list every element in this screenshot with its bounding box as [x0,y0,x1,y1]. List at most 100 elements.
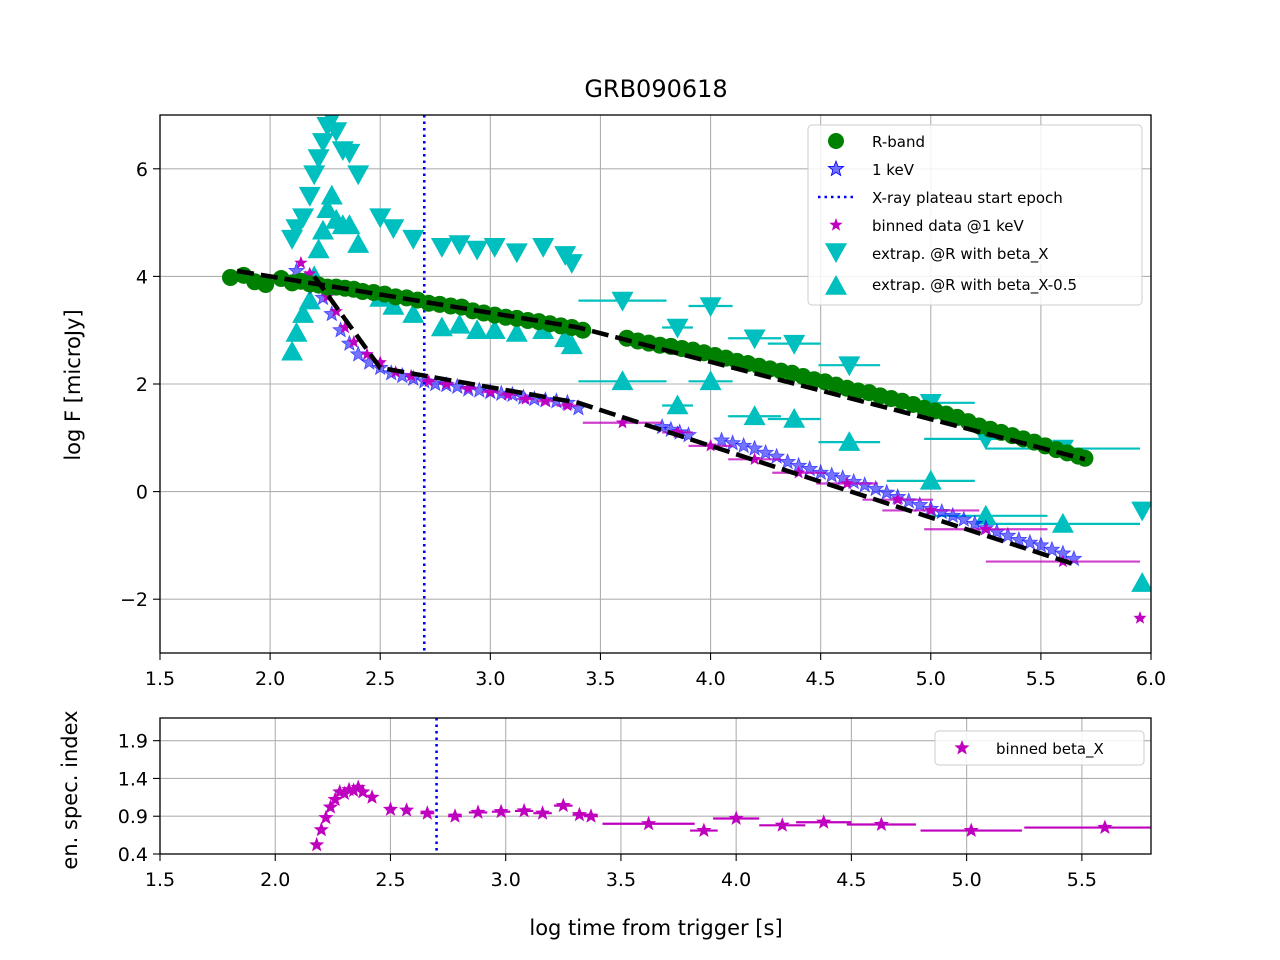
top-x-tick-label: 4.5 [806,668,836,690]
extrap-betax-point [307,149,330,169]
xray-1kev-point [1043,540,1061,558]
top-x-tick-label: 2.0 [255,668,285,690]
xray-1kev-point [944,506,962,524]
top-y-tick-label: 4 [136,266,148,288]
xray-1kev-point [756,443,775,461]
binned-betax-point [336,785,352,800]
extrap-betax-point [312,133,334,153]
binned-1kev-point [483,385,497,398]
binned-betax-point [641,815,657,831]
extrap-betax-point [560,254,583,274]
extrap-betax05-point [298,289,321,310]
extrap-betax-point [325,122,348,143]
top-x-tick-label: 5.0 [916,668,946,690]
legend-label-binned: binned data @1 keV [872,217,1024,235]
binned-betax-point [583,808,599,823]
binned-betax-point [382,801,399,816]
binned-1kev-point [439,377,453,390]
top-y-tick-label: 0 [136,482,148,504]
bottom-x-tick-label: 1.5 [145,869,175,891]
xray-1kev-point [723,434,742,451]
binned-1kev-point [347,335,361,348]
xray-1kev-point [878,483,896,501]
legend-label-plateau: X-ray plateau start epoch [872,189,1063,207]
extrap-betax-point [783,334,806,355]
extrap-betax05-point [838,431,861,451]
binned-1kev-point [747,452,762,465]
extrap-betax-point [338,143,361,164]
xray-1kev-point [911,495,929,513]
binned-betax-point [728,810,744,825]
bottom-x-tick-label: 4.0 [721,869,751,891]
binned-betax-point [346,782,362,797]
extrap-betax05-point [312,219,334,240]
xray-1kev-point [653,417,671,435]
extrap-betax-point [430,238,453,258]
fit-line-1 [236,268,1086,462]
extrap-betax-point [466,240,489,261]
xray-1kev-point [1032,536,1050,553]
extrap-betax05-point [320,184,343,205]
xray-1kev-point [1010,530,1028,548]
bottom-panel: 1.5 2.0 2.5 3.0 3.5 4.0 4.5 5.0 5.5 0.4 0.9 1.4 1.9 [118,717,1152,891]
xray-1kev-point [349,345,367,362]
xray-1kev-point [778,452,797,470]
binned-betax-point [419,805,435,820]
chart-title: GRB090618 [584,75,727,103]
binned-1kev-point [924,503,938,517]
legend-marker-binned [829,218,843,231]
binned-1kev-point [294,255,308,269]
bottom-y-axis-label: en. spec. index [58,710,82,869]
extrap-betax05-point [285,321,308,342]
binned-betax-point [313,821,329,837]
xray-1kev-point [966,514,984,532]
binned-betax-point [963,822,979,837]
binned-betax-point [350,779,366,794]
binned-1kev-point [422,374,436,387]
extrap-betax-point [382,219,405,239]
bottom-axes-frame [159,717,1152,855]
binned-1kev-point [538,394,552,407]
legend-label-extrap-betax: extrap. @R with beta_X [872,245,1049,264]
binned-betax-point [322,799,339,814]
top-x-tick-label: 3.5 [585,668,615,690]
binned-1kev-point [703,438,718,452]
extrap-betax-point [303,165,326,186]
extrap-betax-point [532,238,555,258]
binned-betax-point [873,816,889,831]
extrap-betax05-point [699,370,722,391]
binned-1kev-point [615,415,630,429]
binned-1kev-point [303,266,317,280]
extrap-betax05-point [919,469,942,490]
legend-marker-extrap-betax05 [825,275,847,295]
extrap-betax-point [611,291,634,312]
top-plot-area [221,115,1151,653]
extrap-betax05-point [430,316,453,337]
extrap-betax05-point [1051,512,1074,533]
extrap-betax-point [402,229,425,250]
binned-betax-point [447,808,463,823]
xray-1kev-point [734,436,753,454]
r-band-point [257,275,275,293]
xray-1kev-point [712,431,731,448]
top-x-tick-label: 5.5 [1026,668,1056,690]
extrap-betax-point [347,165,370,186]
binned-1kev-point [670,425,685,439]
binned-betax-point [355,784,371,799]
r-band-point [221,268,239,286]
binned-1kev-point [360,347,374,361]
binned-betax-point [327,791,343,807]
binned-betax-point [696,822,712,837]
binned-1kev-point [560,398,575,412]
extrap-betax05-point [316,198,339,218]
extrap-betax05-point [743,405,766,426]
bottom-x-tick-label: 3.5 [606,869,636,891]
top-x-tick-label: 1.5 [145,668,175,690]
binned-1kev-point [840,476,854,490]
extrap-betax05-point [974,504,997,525]
binned-1kev-point [320,289,334,303]
binned-betax-point [399,802,415,817]
binned-betax-point [555,797,571,813]
binned-1kev-point [501,387,515,401]
